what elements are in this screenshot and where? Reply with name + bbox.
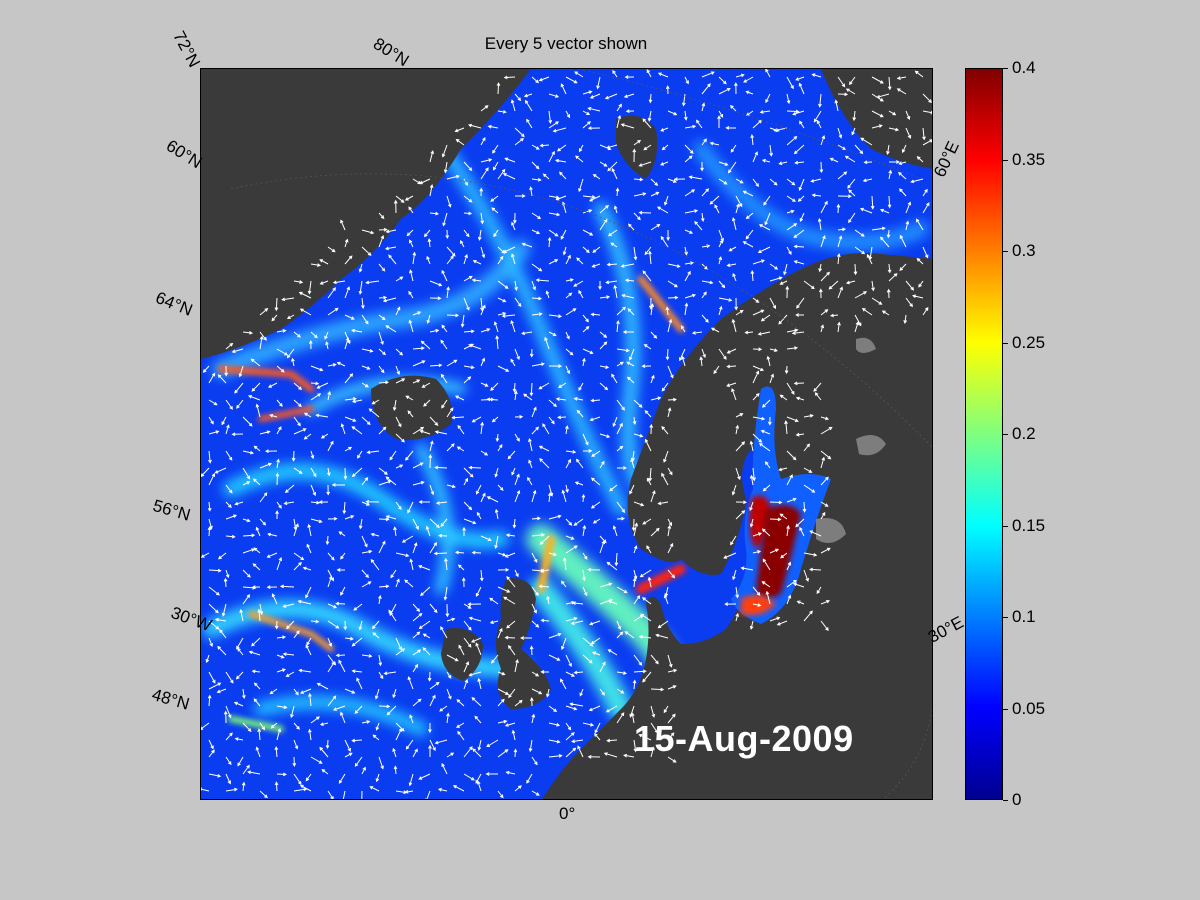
colorbar-tick [1003,800,1008,801]
colorbar-tick [1003,617,1008,618]
great-britain [496,578,551,709]
colorbar-tick-label: 0.1 [1012,607,1036,626]
lat-label-60n: 60°N [162,136,206,173]
colorbar-tick-label: 0.4 [1012,58,1036,77]
colorbar-tick [1003,525,1008,527]
current-speed-map [200,68,933,800]
ice-patches [816,337,886,543]
lon-label-0: 0° [559,804,576,823]
lat-label-64n: 64°N [152,288,196,320]
colorbar-tick-label: 0 [1012,790,1022,809]
baltic-sea [731,386,831,624]
colorbar-tick-label: 0.05 [1012,698,1046,718]
colorbar-tick-label: 0.2 [1012,424,1036,443]
colorbar-tick [1003,251,1008,252]
colorbar-tick [1003,159,1008,161]
colorbar-tick-label: 0.3 [1012,241,1036,260]
colorbar-tick [1003,68,1008,69]
colorbar [965,68,1003,800]
colorbar-tick [1003,342,1008,344]
lat-label-48n: 48°N [149,685,192,714]
scandinavia-europe [542,253,932,799]
greenland [201,69,531,359]
colorbar-tick [1003,708,1008,710]
iceland [371,375,452,440]
novaya-zemlya [821,69,932,169]
colorbar-tick-label: 0.25 [1012,332,1046,352]
vector-arrows [201,69,932,799]
land [201,69,932,799]
colorbar-tick-label: 0.35 [1012,149,1046,169]
hot-spots [217,275,686,732]
date-label: 15-Aug-2009 [634,718,854,759]
lon-label-60e: 60°E [930,138,963,181]
plot-title: Every 5 vector shown [484,34,648,53]
colorbar-tick [1003,434,1008,435]
graticule [230,69,932,799]
velocity-vectors [201,69,932,799]
map-canvas [201,69,932,799]
lat-label-56n: 56°N [150,496,193,525]
colorbar-tick-label: 0.15 [1012,515,1046,535]
